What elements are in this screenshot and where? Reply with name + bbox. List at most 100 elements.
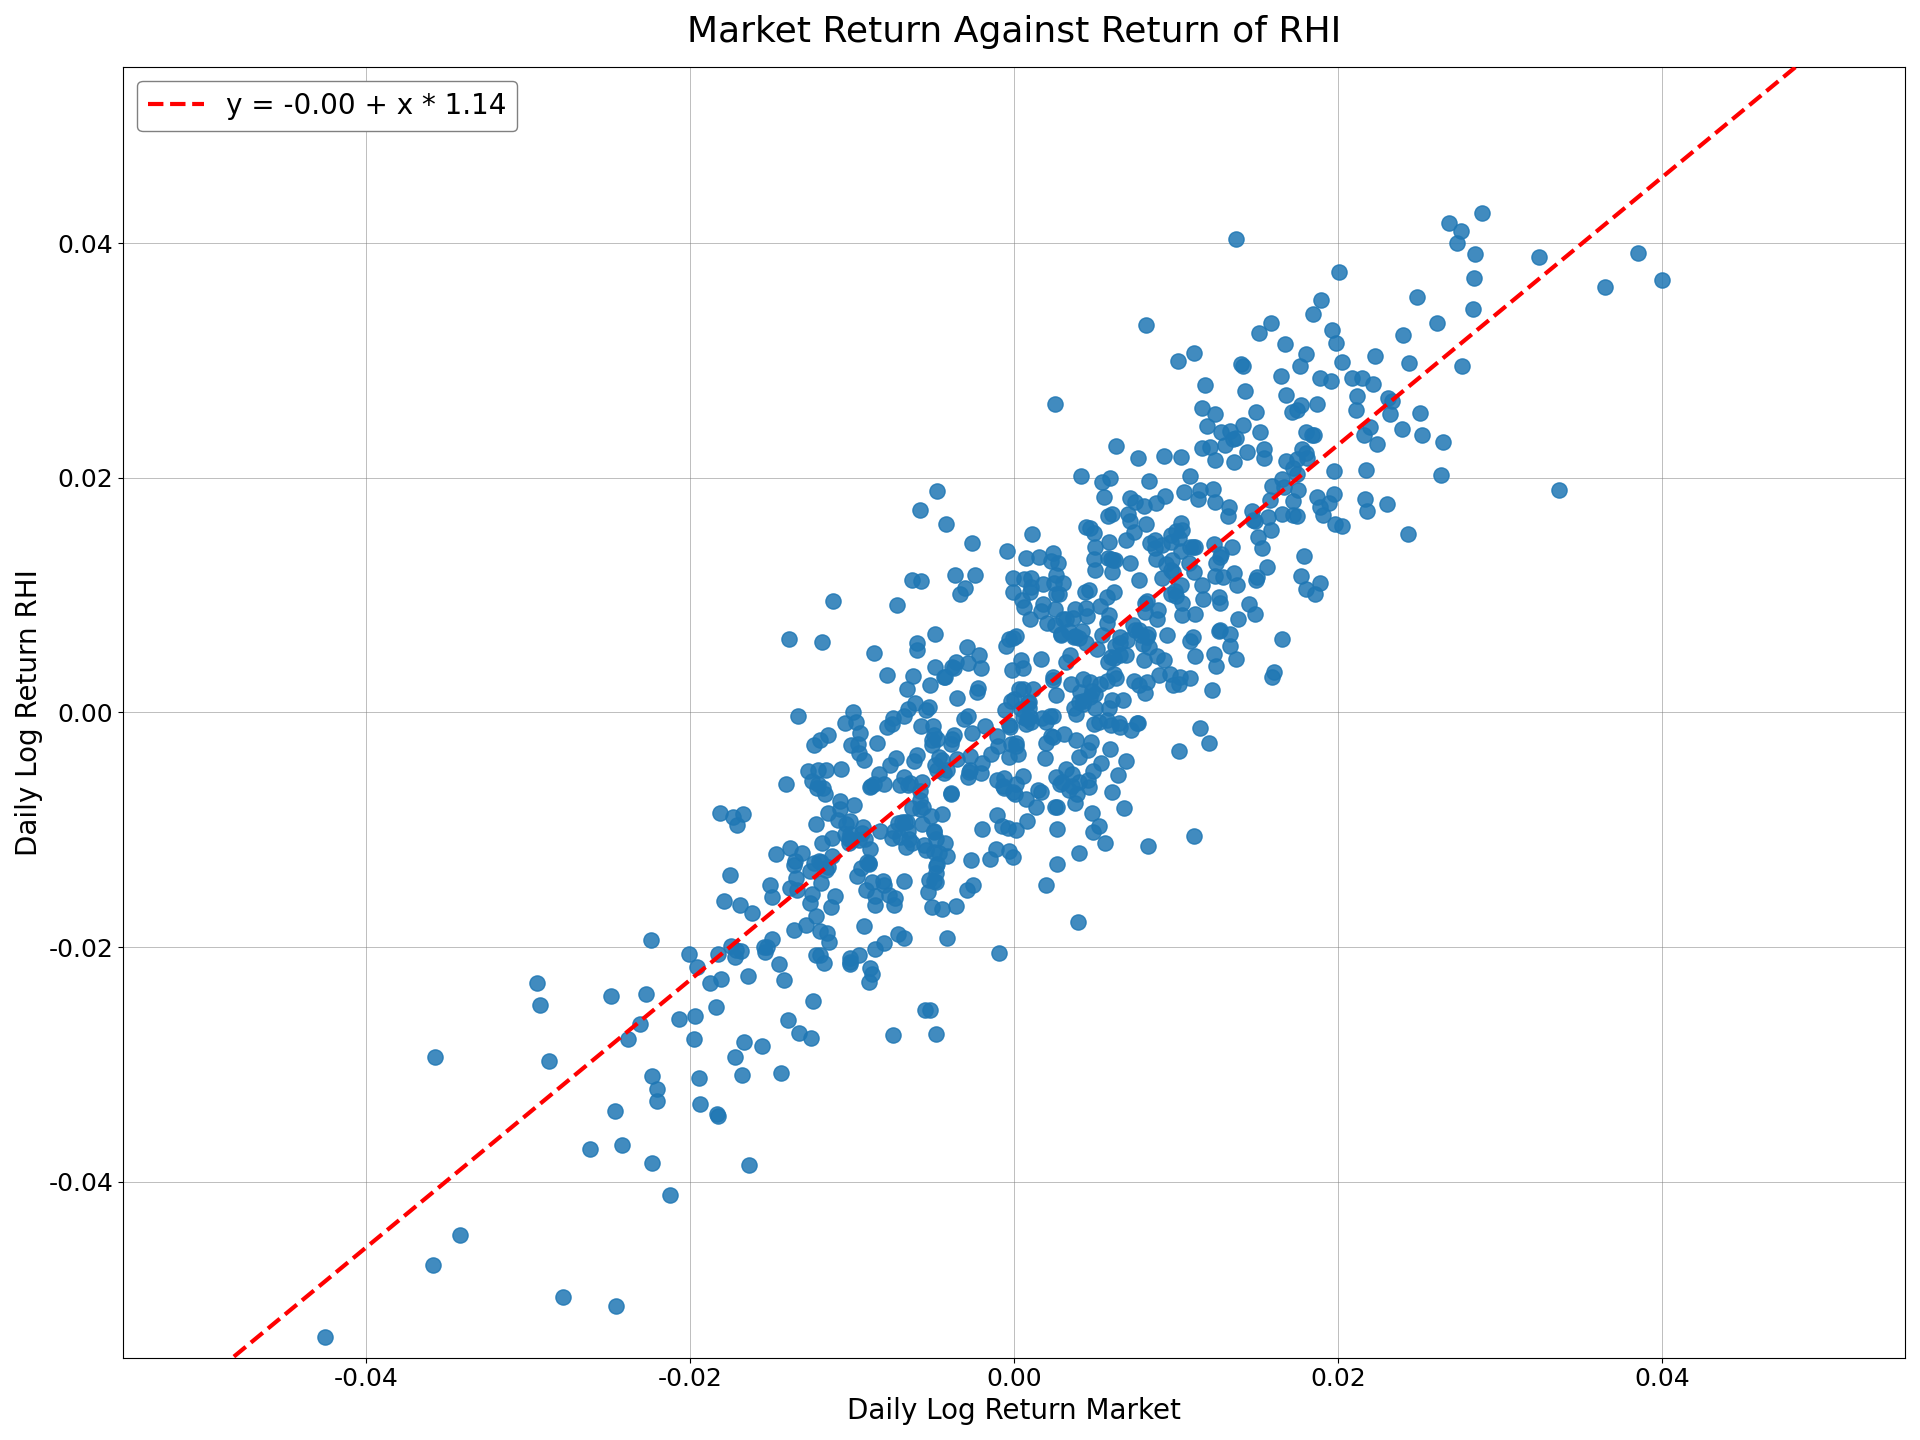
Point [1146,534,1177,557]
Point [895,772,925,795]
Point [1200,449,1231,472]
Point [801,812,831,835]
Point [872,664,902,687]
Point [1094,603,1125,626]
Point [803,759,833,782]
Point [1200,655,1231,678]
Point [929,665,960,688]
Point [1091,612,1121,635]
Point [810,782,841,805]
Point [1198,533,1229,556]
Point [781,704,812,727]
Point [1108,796,1139,819]
Point [695,972,726,995]
Point [916,999,947,1022]
Point [1244,420,1275,444]
Point [1096,547,1127,570]
Point [1054,619,1085,642]
Point [826,757,856,780]
Point [1081,697,1112,720]
Point [829,822,860,845]
Point [993,628,1023,651]
Point [1302,392,1332,415]
Point [726,939,756,962]
Point [851,851,881,874]
Point [1054,644,1085,667]
Point [1079,683,1110,706]
Point [1112,644,1142,667]
Point [1213,504,1244,527]
Point [1225,351,1256,374]
Point [599,1100,630,1123]
Point [733,965,764,988]
Point [1096,688,1127,711]
Point [954,759,985,782]
Point [1119,670,1150,693]
Point [993,816,1023,840]
Point [937,783,968,806]
Point [893,677,924,700]
Point [1215,624,1246,647]
Point [1075,685,1106,708]
Point [674,943,705,966]
Point [808,776,839,799]
Point [1000,624,1031,647]
Point [868,870,899,893]
Point [1104,625,1135,648]
Point [1079,713,1110,736]
Point [1265,364,1296,387]
Point [1012,547,1043,570]
Point [924,842,954,865]
Point [922,759,952,782]
Point [1288,544,1319,567]
Point [1187,436,1217,459]
Point [916,804,947,827]
Point [1133,834,1164,857]
Point [751,936,781,959]
Point [1457,298,1488,321]
Point [1094,737,1125,760]
Point [1133,635,1164,658]
Point [1112,528,1142,552]
Point [1459,266,1490,289]
Point [718,806,749,829]
Point [1041,683,1071,706]
Point [893,698,924,721]
Point [797,770,828,793]
Point [1050,608,1081,631]
Point [1023,546,1054,569]
Point [812,855,843,878]
Point [726,1063,756,1086]
Point [881,593,912,616]
Point [1423,311,1453,334]
Point [1027,572,1058,595]
Point [902,638,933,661]
Point [1091,670,1121,693]
Point [1175,464,1206,487]
Point [1041,796,1071,819]
Point [601,1295,632,1318]
Point [918,870,948,893]
Point [1029,746,1060,769]
Point [1200,490,1231,513]
Point [954,760,985,783]
Point [937,655,968,678]
Point [920,723,950,746]
Point [1129,649,1160,672]
Point [1114,510,1144,533]
Point [1033,611,1064,634]
Point [1354,416,1384,439]
Point [1123,672,1154,696]
Point [1046,770,1077,793]
Point [1016,706,1046,729]
Point [858,641,889,664]
Point [1075,517,1106,540]
Point [1046,572,1077,595]
Point [1079,536,1110,559]
Point [918,729,948,752]
Point [1025,648,1056,671]
Point [747,1034,778,1057]
Point [889,706,920,729]
Point [952,766,983,789]
Point [1066,680,1096,703]
